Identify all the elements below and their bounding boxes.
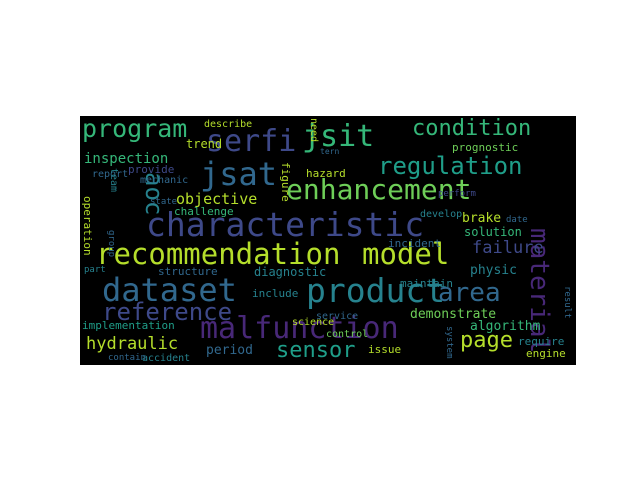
word-product: product: [306, 271, 446, 310]
word-reference: reference: [102, 298, 233, 326]
word-develop: develop: [420, 209, 463, 220]
word-tern: tern: [320, 147, 340, 156]
word-include: include: [252, 287, 299, 300]
word-sensor: sensor: [276, 338, 356, 363]
word-dataset: dataset: [102, 271, 237, 309]
word-area: area: [438, 278, 501, 308]
word-incident: incident: [388, 237, 441, 250]
word-inspection: inspection: [84, 151, 169, 167]
word-issue: issue: [368, 343, 402, 356]
word-accident: accident: [142, 353, 191, 364]
word-program: program: [82, 116, 188, 143]
word-report: report: [92, 169, 129, 180]
word-condition: condition: [412, 116, 532, 141]
word-system: system: [444, 326, 454, 359]
word-cloud: recommendation model characteristic prod…: [80, 116, 576, 365]
word-group: group: [106, 230, 116, 258]
word-control: control: [326, 329, 369, 340]
word-implementation: implementation: [82, 319, 175, 332]
word-perform: perform: [438, 189, 476, 199]
word-malfunction: malfunction: [200, 311, 399, 346]
word-state: state: [150, 197, 178, 207]
word-serfi: serfi: [206, 124, 297, 159]
word-jsat: jsat: [200, 155, 278, 193]
word-mechanic: mechanic: [140, 175, 189, 186]
word-require: require: [518, 335, 565, 348]
word-science: science: [292, 317, 335, 328]
word-structure: structure: [158, 265, 218, 278]
word-figure: figure: [279, 162, 292, 202]
word-failure: failure: [472, 238, 544, 258]
word-hazard: hazard: [306, 167, 346, 180]
word-describe: describe: [204, 119, 253, 130]
word-challenge: challenge: [174, 205, 234, 218]
word-provide: provide: [128, 163, 175, 176]
word-date: date: [506, 215, 528, 225]
word-diagnostic: diagnostic: [254, 265, 327, 279]
word-prognostic: prognostic: [452, 141, 519, 154]
word-regulation: regulation: [378, 152, 523, 180]
word-contain: contain: [108, 353, 146, 363]
word-result: result: [562, 286, 572, 319]
word-enhancement: enhancement: [286, 173, 472, 206]
word-trend: trend: [186, 137, 223, 151]
word-physic: physic: [470, 263, 517, 278]
word-period: period: [206, 343, 253, 358]
word-solution: solution: [464, 225, 522, 239]
word-model: model: [362, 237, 450, 271]
word-service: service: [316, 311, 359, 322]
word-characteristic: characteristic: [146, 205, 425, 244]
word-need: need: [308, 118, 319, 143]
word-page: page: [460, 328, 513, 353]
word-part: part: [84, 265, 106, 275]
word-demonstrate: demonstrate: [410, 307, 497, 322]
word-aoc: aoc: [140, 172, 168, 216]
word-material: material: [524, 228, 554, 354]
word-algorithm: algorithm: [470, 319, 541, 334]
word-hydraulic: hydraulic: [86, 334, 179, 354]
word-maintain: maintain: [400, 277, 453, 290]
word-objective: objective: [176, 190, 258, 208]
word-engine: engine: [526, 347, 566, 360]
word-brake: brake: [462, 211, 502, 226]
word-operation: operation: [81, 196, 94, 256]
word-recommendation: recommendation: [96, 237, 341, 271]
word-team: team: [108, 168, 119, 193]
word-jsit: jsit: [302, 119, 375, 154]
